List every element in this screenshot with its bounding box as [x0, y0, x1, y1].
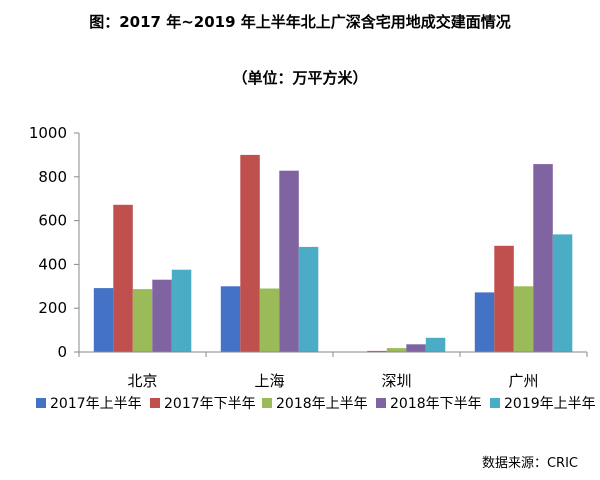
bar: [152, 279, 172, 352]
bar: [425, 337, 446, 352]
chart-title: 图：2017 年~2019 年上半年北上广深含宅用地成交建面情况: [89, 13, 511, 31]
legend: 2017年上半年 2017年下半年 2018年上半年 2018年下半年 2019年上半年: [36, 396, 596, 412]
y-axis: 0 200 400 600 800 1000: [29, 124, 80, 361]
x-category-label: 广州: [508, 372, 538, 390]
bar: [474, 292, 495, 352]
y-tick-label: 0: [57, 343, 67, 361]
bar: [93, 288, 114, 352]
legend-swatch: [490, 398, 500, 408]
bar: [279, 170, 299, 352]
bar: [367, 350, 387, 352]
legend-label: 2017年上半年: [50, 396, 142, 412]
x-category-label: 深圳: [381, 372, 411, 390]
bar: [240, 154, 260, 352]
bar: [552, 234, 573, 352]
bar: [132, 289, 153, 352]
bar: [386, 348, 407, 352]
x-category-label: 北京: [127, 372, 157, 390]
y-tick-label: 800: [38, 168, 67, 186]
legend-swatch: [150, 398, 160, 408]
bar: [513, 286, 534, 352]
legend-swatch: [376, 398, 386, 408]
bar: [406, 344, 426, 352]
y-tick-label: 1000: [29, 124, 67, 142]
legend-swatch: [262, 398, 272, 408]
y-tick-label: 600: [38, 212, 67, 230]
legend-label: 2019年上半年: [504, 396, 596, 412]
bar: [113, 204, 133, 352]
legend-label: 2017年下半年: [164, 396, 256, 412]
bar: [298, 246, 319, 352]
y-tick-label: 200: [38, 299, 67, 317]
source-note: 数据来源：CRIC: [481, 456, 578, 471]
bar: [494, 245, 514, 352]
chart-subtitle: （单位：万平方米）: [232, 69, 368, 87]
x-category-label: 上海: [254, 372, 284, 390]
legend-label: 2018年上半年: [276, 396, 368, 412]
y-tick-label: 400: [38, 255, 67, 273]
bar: [533, 164, 553, 352]
legend-label: 2018年下半年: [390, 396, 482, 412]
bar: [171, 269, 192, 352]
legend-swatch: [36, 398, 46, 408]
bar: [259, 288, 280, 352]
bar: [220, 286, 241, 352]
bars: [93, 154, 573, 352]
x-axis: 北京 上海 深圳 广州: [78, 351, 588, 390]
